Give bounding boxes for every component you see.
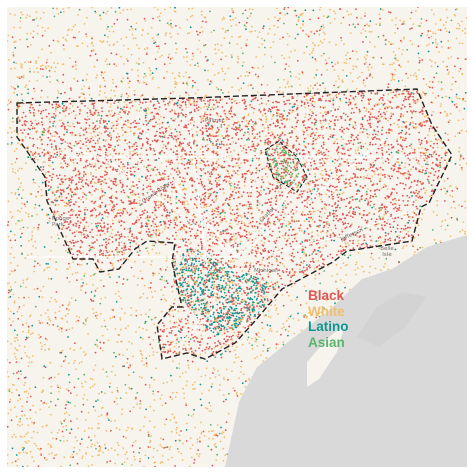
major-roads (27, 101, 427, 358)
legend-asian: Asian (308, 334, 345, 350)
label-palmer: Palmer (205, 118, 224, 124)
label-michigan: Michigan (254, 268, 279, 274)
map-legend: Black White Latino Asian (308, 288, 349, 350)
map-canvas (7, 7, 467, 467)
legend-black: Black (308, 288, 345, 303)
legend-white: White (308, 303, 345, 319)
label-belle-isle: Belle Isle (380, 246, 394, 258)
hamtramck-boundary (264, 140, 308, 193)
label-rouge-park: Rouge Park (52, 216, 70, 228)
river-island (307, 325, 345, 387)
legend-latino: Latino (308, 319, 349, 334)
canadian-shore-bay (357, 292, 427, 347)
detroit-boundary (16, 88, 453, 360)
